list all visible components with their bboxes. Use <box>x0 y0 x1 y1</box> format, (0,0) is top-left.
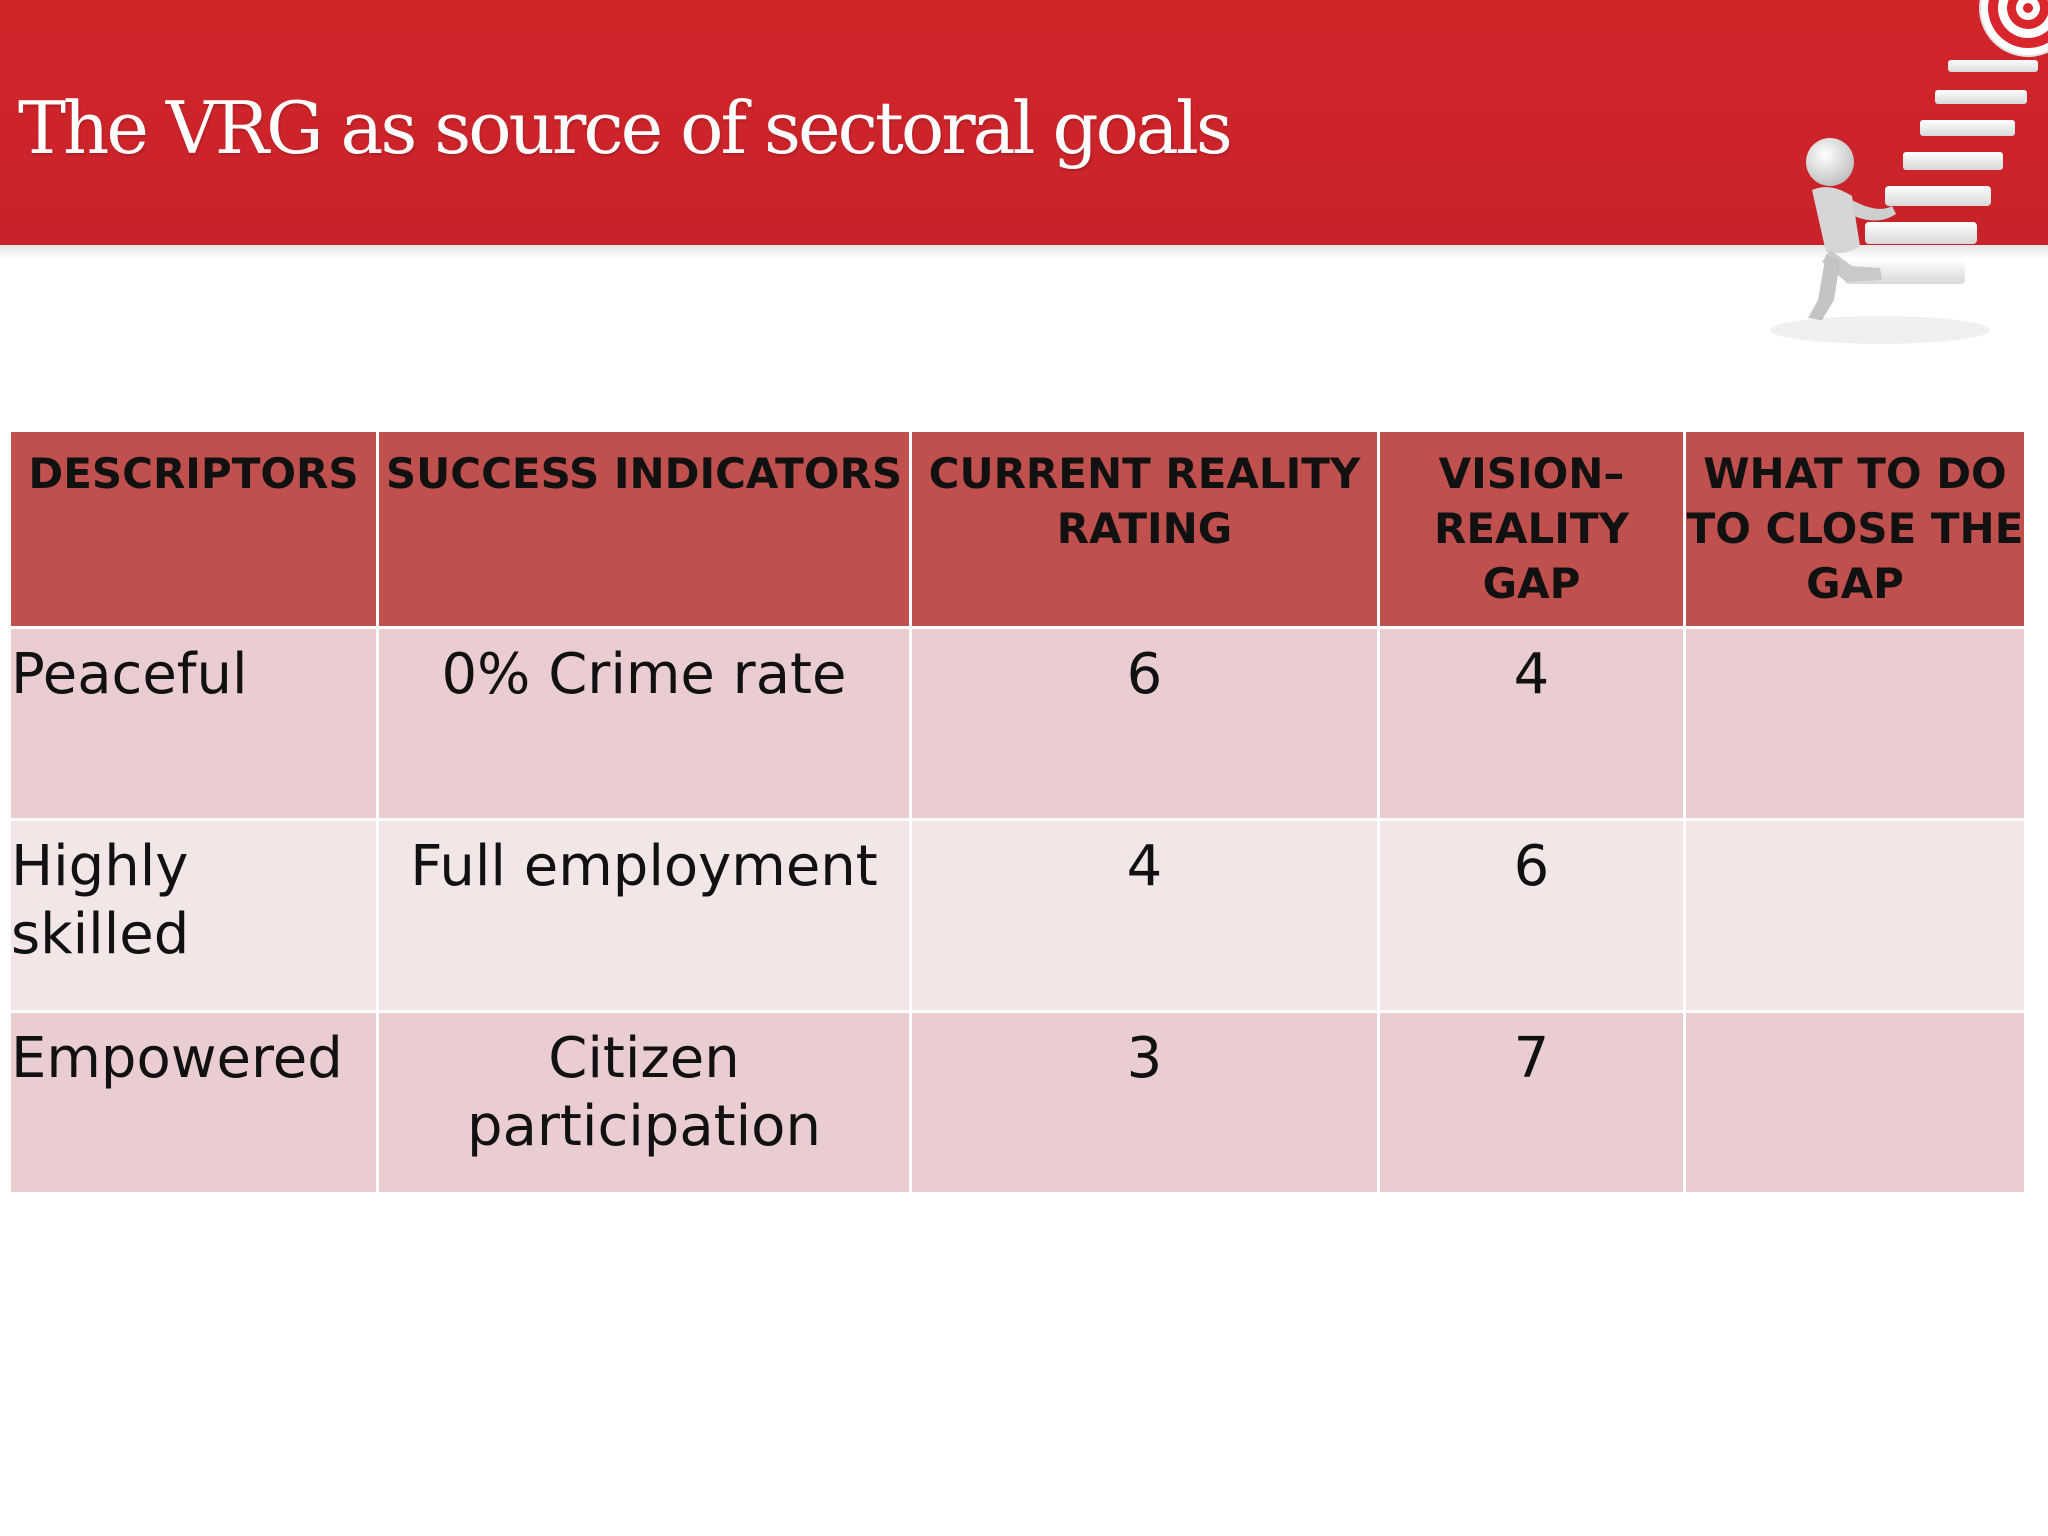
indicator-cell: Citizen participation <box>376 1010 912 1195</box>
indicator-cell: 0% Crime rate <box>376 626 912 821</box>
header-success-indicators: SUCCESS INDICATORS <box>376 429 912 629</box>
gap-cell: 7 <box>1377 1010 1686 1195</box>
indicator-cell: Full employment <box>376 818 912 1013</box>
table-row: Peaceful 0% Crime rate 6 4 <box>8 626 2027 821</box>
descriptor-cell: Empowered <box>8 1010 379 1195</box>
descriptor-cell: Peaceful <box>8 626 379 821</box>
header-descriptors: DESCRIPTORS <box>8 429 379 629</box>
gap-cell: 4 <box>1377 626 1686 821</box>
header-band <box>0 0 2048 245</box>
rating-cell: 3 <box>909 1010 1380 1195</box>
header-what-to-do: WHAT TO DO TO CLOSE THE GAP <box>1683 429 2027 629</box>
table-row: Empowered Citizen participation 3 7 <box>8 1010 2027 1195</box>
header-vision-reality-gap: VISION–REALITY GAP <box>1377 429 1686 629</box>
gap-cell: 6 <box>1377 818 1686 1013</box>
rating-cell: 6 <box>909 626 1380 821</box>
table-header-row: DESCRIPTORS SUCCESS INDICATORS CURRENT R… <box>8 429 2027 629</box>
rating-cell: 4 <box>909 818 1380 1013</box>
header-shadow <box>0 245 2048 259</box>
action-cell <box>1683 818 2027 1013</box>
slide-title: The VRG as source of sectoral goals <box>18 86 1233 170</box>
table-row: Highly skilled Full employment 4 6 <box>8 818 2027 1013</box>
vrg-table: DESCRIPTORS SUCCESS INDICATORS CURRENT R… <box>8 429 2027 1195</box>
stairs-figure-target-icon <box>1770 0 2048 344</box>
header-current-reality-rating: CURRENT REALITY RATING <box>909 429 1380 629</box>
action-cell <box>1683 626 2027 821</box>
descriptor-cell: Highly skilled <box>8 818 379 1013</box>
action-cell <box>1683 1010 2027 1195</box>
